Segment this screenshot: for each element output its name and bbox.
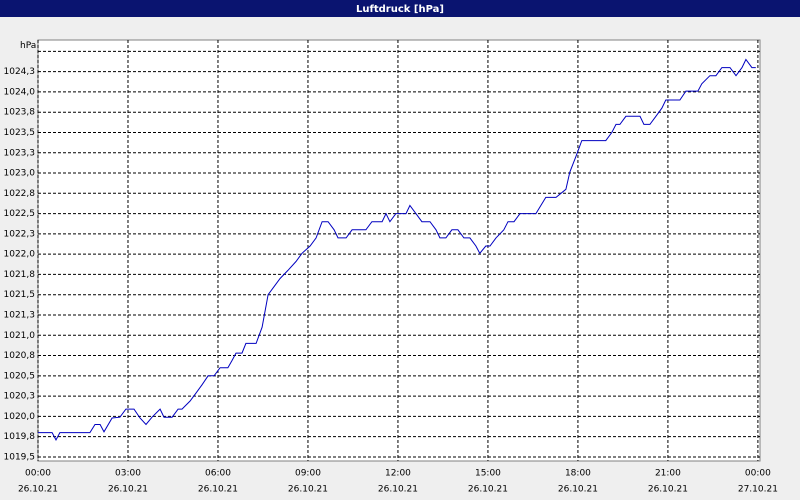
x-tick-date: 26.10.21 [378,485,418,495]
y-tick-label: 1022,0 [4,250,36,260]
y-tick-label: 1019,5 [4,452,36,462]
y-tick-label: 1021,8 [4,270,36,280]
y-tick-label: 1020,5 [4,371,36,381]
plot-area [37,39,761,462]
x-tick-label: 09:00 [295,469,321,479]
x-tick-label: 06:00 [205,469,231,479]
chart-title: Luftdruck [hPa] [356,4,444,15]
y-tick-label: 1019,8 [4,432,36,442]
y-tick-label: 1021,0 [4,331,36,341]
x-tick-date: 26.10.21 [288,485,328,495]
y-tick-label: 1021,5 [4,290,36,300]
y-tick-label: 1021,3 [4,310,36,320]
x-tick-date: 26.10.21 [468,485,508,495]
x-tick-date: 26.10.21 [558,485,598,495]
y-tick-label: 1022,5 [4,209,36,219]
y-tick-label: 1023,0 [4,169,36,179]
y-tick-label: 1022,8 [4,189,36,199]
y-tick-label: 1023,8 [4,108,36,118]
y-tick-label: 1020,3 [4,392,36,402]
x-tick-date: 26.10.21 [648,485,688,495]
y-tick-label: 1023,3 [4,148,36,158]
x-tick-label: 18:00 [565,469,591,479]
data-line [38,58,756,441]
title-bar [0,0,800,17]
y-tick-label: 1024,3 [4,67,36,77]
x-tick-label: 00:00 [25,469,51,479]
x-tick-date: 26.10.21 [198,485,238,495]
x-tick-label: 03:00 [115,469,141,479]
x-tick-label: 00:00 [745,469,771,479]
x-tick-label: 21:00 [655,469,681,479]
x-tick-date: 26.10.21 [18,485,58,495]
x-tick-label: 12:00 [385,469,411,479]
y-tick-label: hPa [20,41,36,51]
x-tick-label: 15:00 [475,469,501,479]
y-tick-label: 1022,3 [4,229,36,239]
y-tick-label: 1020,0 [4,412,36,422]
x-tick-date: 27.10.21 [738,485,778,495]
y-tick-label: 1024,0 [4,87,36,97]
x-tick-date: 26.10.21 [108,485,148,495]
y-tick-label: 1023,5 [4,128,36,138]
y-tick-label: 1020,8 [4,351,36,361]
